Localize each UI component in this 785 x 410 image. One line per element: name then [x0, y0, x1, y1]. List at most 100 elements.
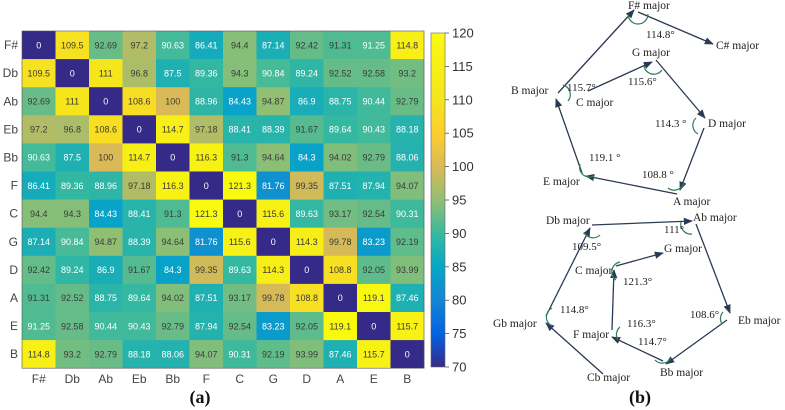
heatmap-cell-value: 115.7 [363, 349, 385, 359]
heatmap-cell [256, 199, 291, 228]
heatmap-cell [290, 227, 324, 257]
angle-arc [578, 163, 595, 178]
heatmap-cell-value: 83.23 [262, 321, 285, 331]
heatmap-cell [357, 199, 391, 228]
heatmap-cell [357, 59, 391, 88]
heatmap-cell-value: 87.46 [396, 293, 419, 303]
heatmap-cell-value: 87.5 [63, 153, 81, 163]
heatmap-cell [290, 283, 324, 313]
heatmap-cell [22, 199, 56, 228]
heatmap-cell [122, 199, 157, 228]
heatmap-cell-value: 114.8 [396, 40, 418, 50]
heatmap-cell [189, 87, 224, 116]
heatmap-cell-value: 94.02 [161, 293, 184, 303]
heatmap-cell-value: 88.41 [128, 209, 151, 219]
heatmap-cell-value: 93.99 [295, 349, 318, 359]
node-db-major: Db major [546, 215, 590, 227]
row-tick-label: D [9, 263, 18, 277]
heatmap-cell [156, 87, 190, 116]
arrow-d-to-a [679, 127, 705, 191]
heatmap-cell [323, 31, 358, 60]
heatmap-cell [357, 255, 391, 285]
heatmap-cell [89, 115, 123, 144]
arrow-gb-to-db [545, 227, 591, 317]
heatmap-cell-value: 88.41 [228, 125, 251, 135]
heatmap-cell-value: 99.78 [262, 293, 285, 303]
heatmap-cell [22, 283, 56, 313]
heatmap-cell-value: 94.87 [262, 96, 285, 106]
column-tick-label: Db [65, 372, 81, 386]
heatmap-cell-value: 0 [237, 209, 242, 219]
heatmap-cell-value: 87.5 [164, 68, 182, 78]
panel-label-a: (a) [190, 387, 211, 408]
heatmap-cell [323, 312, 358, 341]
colorbar-tick-label: 105 [452, 126, 474, 141]
heatmap-cell-value: 90.44 [94, 321, 117, 331]
heatmap-cell-value: 0 [271, 237, 276, 247]
heatmap-cell-value: 0 [137, 125, 142, 135]
heatmap-cell-value: 92.79 [161, 321, 184, 331]
angle-arc [667, 181, 685, 191]
heatmap-cell [223, 59, 257, 88]
heatmap-cell [189, 31, 224, 60]
heatmap-cell-value: 92.42 [295, 40, 318, 50]
heatmap-cell [256, 171, 291, 200]
angle-arc [719, 311, 724, 325]
heatmap-cell [156, 199, 190, 228]
heatmap-cell [323, 283, 358, 313]
heatmap-cell [189, 143, 224, 172]
heatmap-cell [357, 312, 391, 341]
heatmap-cell [189, 283, 224, 313]
row-tick-label: Ab [3, 94, 18, 108]
heatmap-cell-value: 89.36 [195, 68, 218, 78]
heatmap-cell-value: 0 [70, 68, 75, 78]
heatmap-cell-value: 92.52 [61, 293, 84, 303]
heatmap-cell-value: 86.41 [195, 40, 218, 50]
heatmap-cell-value: 93.99 [396, 265, 419, 275]
heatmap-cell [189, 171, 224, 200]
heatmap-cell-value: 92.19 [396, 237, 419, 247]
heatmap-cell [223, 255, 257, 285]
heatmap-cell [122, 87, 157, 116]
colorbar-tick-label: 115 [452, 59, 473, 74]
heatmap-cell [156, 283, 190, 313]
heatmap-cell [357, 227, 391, 257]
heatmap-cell [323, 340, 358, 369]
heatmap-cell-value: 87.51 [329, 181, 352, 191]
angle-label: 108.8 ° [642, 169, 674, 181]
heatmap-cell [390, 31, 425, 60]
heatmap-cell-value: 86.9 [97, 265, 115, 275]
heatmap-cell-value: 0 [371, 321, 376, 331]
angle-arc [627, 13, 649, 25]
heatmap-cell [89, 171, 123, 200]
heatmap-cell-value: 83.23 [362, 237, 385, 247]
heatmap-cell [122, 143, 157, 172]
heatmap-cell [122, 255, 157, 285]
colorbar-tick-label: 80 [452, 293, 466, 308]
heatmap-cell-value: 97.2 [30, 125, 48, 135]
heatmap-cell-value: 84.43 [228, 96, 251, 106]
heatmap-cell-value: 88.96 [195, 96, 218, 106]
bottom-pentagon: Db major Ab major G major C major Gb maj… [493, 212, 781, 384]
heatmap-cell-value: 97.2 [130, 40, 148, 50]
colorbar-tick-label: 110 [452, 92, 473, 107]
heatmap-cell [156, 227, 190, 257]
heatmap-cell-value: 108.6 [128, 96, 151, 106]
heatmap-cell [323, 87, 358, 116]
arrow-a-to-e [585, 174, 678, 195]
heatmap-cell [323, 115, 358, 144]
heatmap-cell [156, 31, 190, 60]
row-tick-label: B [10, 347, 18, 361]
heatmap-cell [89, 283, 123, 313]
heatmap-cell-value: 81.76 [262, 181, 285, 191]
heatmap-cell-value: 93.2 [398, 68, 416, 78]
heatmap-cell-value: 109.5 [27, 68, 50, 78]
heatmap-cell [122, 171, 157, 200]
heatmap-cell [323, 227, 358, 257]
row-tick-label: C [9, 207, 18, 221]
heatmap-cell [22, 227, 56, 257]
heatmap-cell-value: 99.78 [329, 237, 352, 247]
heatmap-cell-value: 91.31 [329, 40, 352, 50]
angle-label: 114.8° [560, 304, 589, 316]
